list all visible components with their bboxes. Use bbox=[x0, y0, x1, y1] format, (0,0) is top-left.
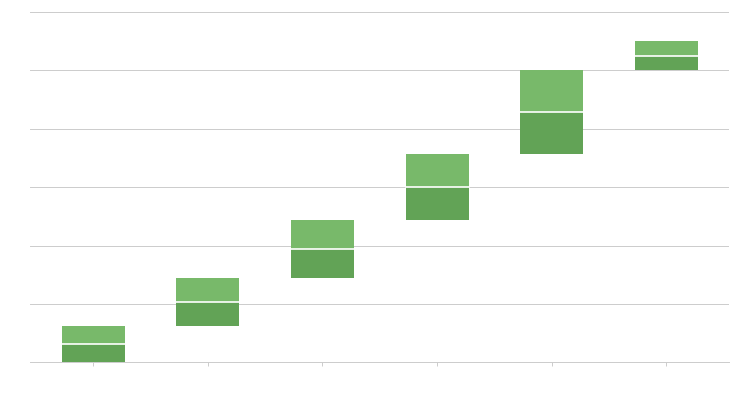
Bar bbox=[635, 56, 698, 70]
Bar bbox=[62, 344, 125, 362]
Bar bbox=[520, 70, 584, 112]
Bar bbox=[62, 326, 125, 344]
Bar bbox=[405, 154, 468, 187]
Bar bbox=[520, 112, 584, 154]
Bar bbox=[291, 220, 354, 249]
Bar bbox=[176, 279, 239, 302]
Bar bbox=[635, 41, 698, 56]
Bar bbox=[405, 187, 468, 220]
Bar bbox=[176, 302, 239, 326]
Bar bbox=[291, 249, 354, 279]
